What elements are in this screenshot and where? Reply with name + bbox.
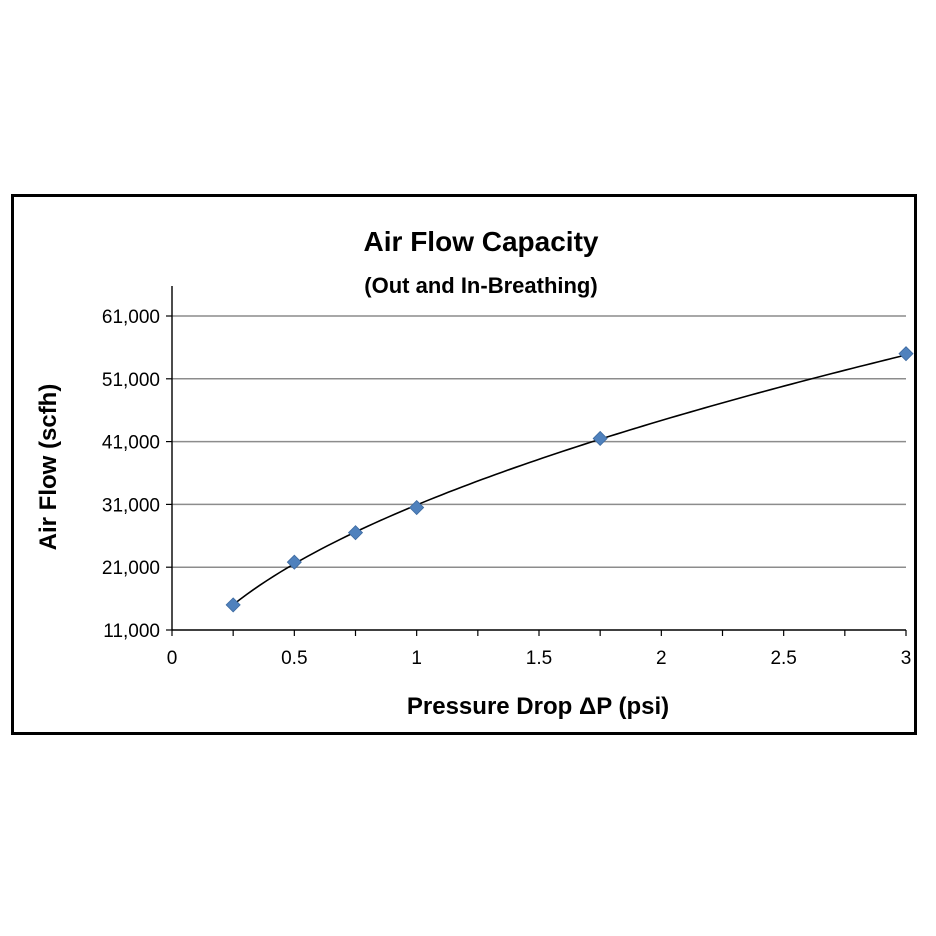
y-tick-label: 31,000 xyxy=(102,495,160,516)
x-tick-label: 0.5 xyxy=(281,648,307,669)
y-tick-label: 51,000 xyxy=(102,370,160,391)
data-point xyxy=(592,430,608,447)
data-point xyxy=(898,346,914,362)
data-point xyxy=(347,525,364,541)
x-tick-label: 2.5 xyxy=(770,648,796,669)
y-axis-title: Air Flow (scfh) xyxy=(35,384,62,551)
data-points xyxy=(225,346,914,613)
x-axis-title: Pressure Drop ΔP (psi) xyxy=(407,693,669,720)
chart-subtitle: (Out and In-Breathing) xyxy=(364,273,597,298)
y-tick-label: 61,000 xyxy=(102,307,160,328)
chart-svg: Air Flow Capacity (Out and In-Breathing)… xyxy=(35,226,914,720)
chart-title: Air Flow Capacity xyxy=(364,226,599,257)
y-tick-labels: 11,000 21,000 31,000 41,000 51,000 61,000 xyxy=(102,307,160,642)
x-tick-label: 2 xyxy=(656,648,667,669)
x-tick-label: 1 xyxy=(411,648,422,669)
data-point xyxy=(409,499,425,516)
data-point xyxy=(225,597,241,613)
axes xyxy=(166,286,907,636)
x-tick-label: 3 xyxy=(901,648,912,669)
x-tick-label: 1.5 xyxy=(526,648,552,669)
data-point xyxy=(286,554,302,570)
x-tick-labels: 0 0.5 1 1.5 2 2.5 3 xyxy=(167,648,912,669)
chart-frame: Air Flow Capacity (Out and In-Breathing)… xyxy=(11,194,917,735)
x-tick-label: 0 xyxy=(167,648,178,669)
y-tick-label: 11,000 xyxy=(103,621,160,642)
y-tick-label: 21,000 xyxy=(102,558,160,579)
gridlines xyxy=(172,315,906,568)
trendline xyxy=(232,354,907,606)
y-tick-label: 41,000 xyxy=(102,433,160,454)
